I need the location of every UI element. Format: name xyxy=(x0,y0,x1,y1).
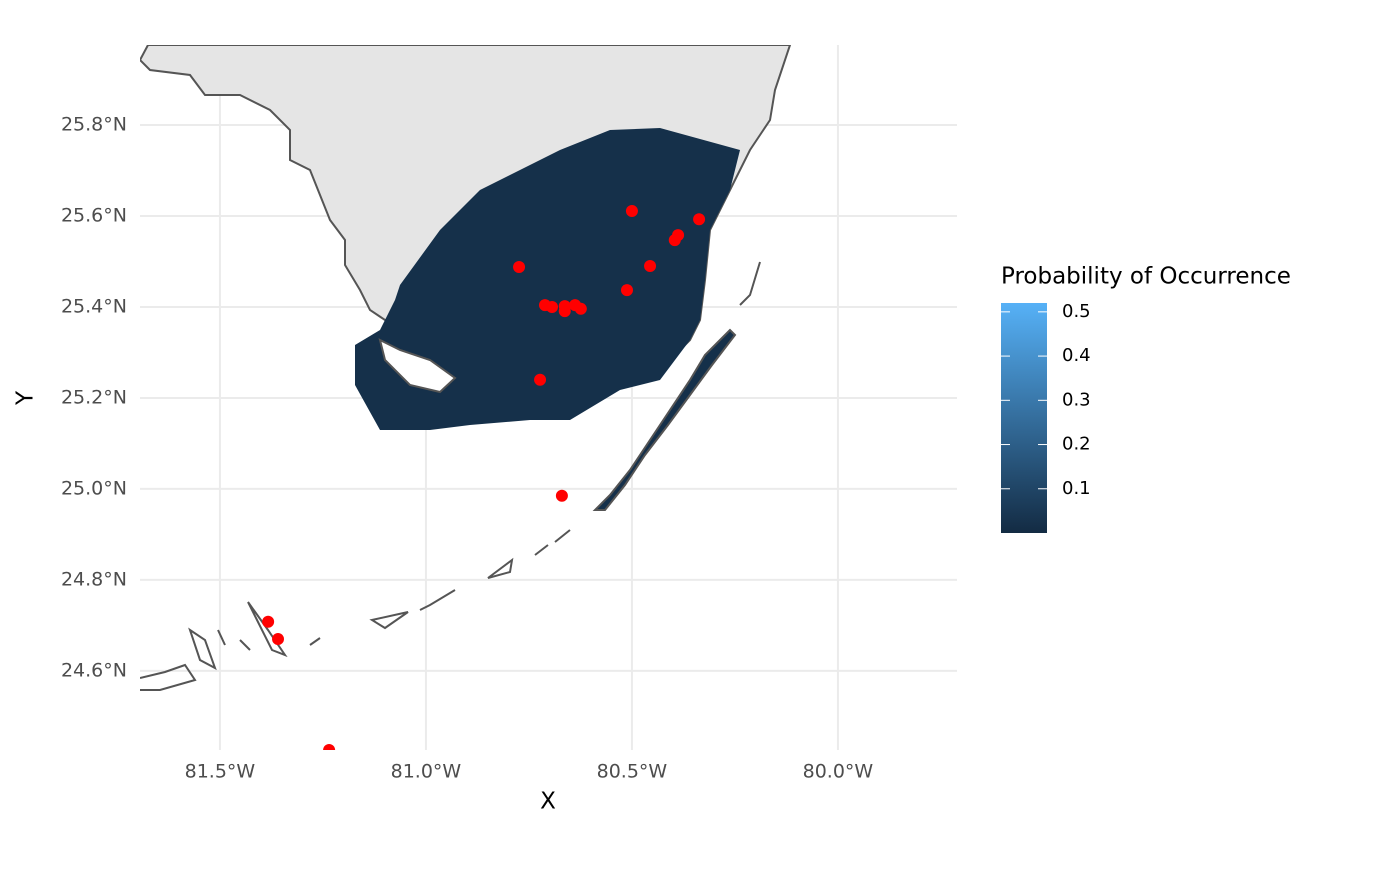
occurrence-point xyxy=(534,373,547,386)
x-tick-label: 81.5°W xyxy=(185,761,256,783)
occurrence-point xyxy=(644,260,657,273)
colorbar-label: 0.1 xyxy=(1062,478,1091,499)
occurrence-point xyxy=(262,615,275,628)
y-tick-label: 25.4°N xyxy=(61,295,127,317)
keys-outline xyxy=(140,261,761,691)
bay xyxy=(378,338,457,394)
y-tick-label: 25.8°N xyxy=(61,114,127,136)
x-axis-title: X xyxy=(540,789,556,815)
occurrence-point xyxy=(620,284,633,297)
occurrence-point xyxy=(272,633,285,646)
y-tick-label: 24.8°N xyxy=(61,568,127,590)
occurrence-point xyxy=(625,205,638,218)
y-axis-title: Y xyxy=(13,390,39,406)
colorbar-label: 0.2 xyxy=(1062,434,1091,455)
legend-title: Probability of Occurrence xyxy=(1001,264,1291,290)
points xyxy=(262,205,706,750)
occurrence-point xyxy=(546,300,559,313)
colorbar-label: 0.3 xyxy=(1062,389,1091,410)
colorbar xyxy=(1001,303,1047,533)
y-tick-label: 25.2°N xyxy=(61,386,127,408)
x-tick-label: 80.0°W xyxy=(803,761,874,783)
raster xyxy=(355,128,740,430)
occurrence-point xyxy=(555,489,568,502)
occurrence-point xyxy=(574,302,587,315)
colorbar-label: 0.4 xyxy=(1062,345,1091,366)
x-tick-label: 80.5°W xyxy=(597,761,668,783)
y-tick-label: 25.0°N xyxy=(61,477,127,499)
occurrence-point xyxy=(513,260,526,273)
occurrence-point xyxy=(558,305,571,318)
y-tick-label: 24.6°N xyxy=(61,659,127,681)
x-tick-label: 81.0°W xyxy=(391,761,462,783)
occurrence-point xyxy=(323,744,336,750)
occurrence-point xyxy=(668,234,681,247)
map-layer xyxy=(140,45,792,750)
y-tick-label: 25.6°N xyxy=(61,205,127,227)
occurrence-point xyxy=(693,213,706,226)
keys xyxy=(592,328,737,511)
colorbar-label: 0.5 xyxy=(1062,301,1091,322)
